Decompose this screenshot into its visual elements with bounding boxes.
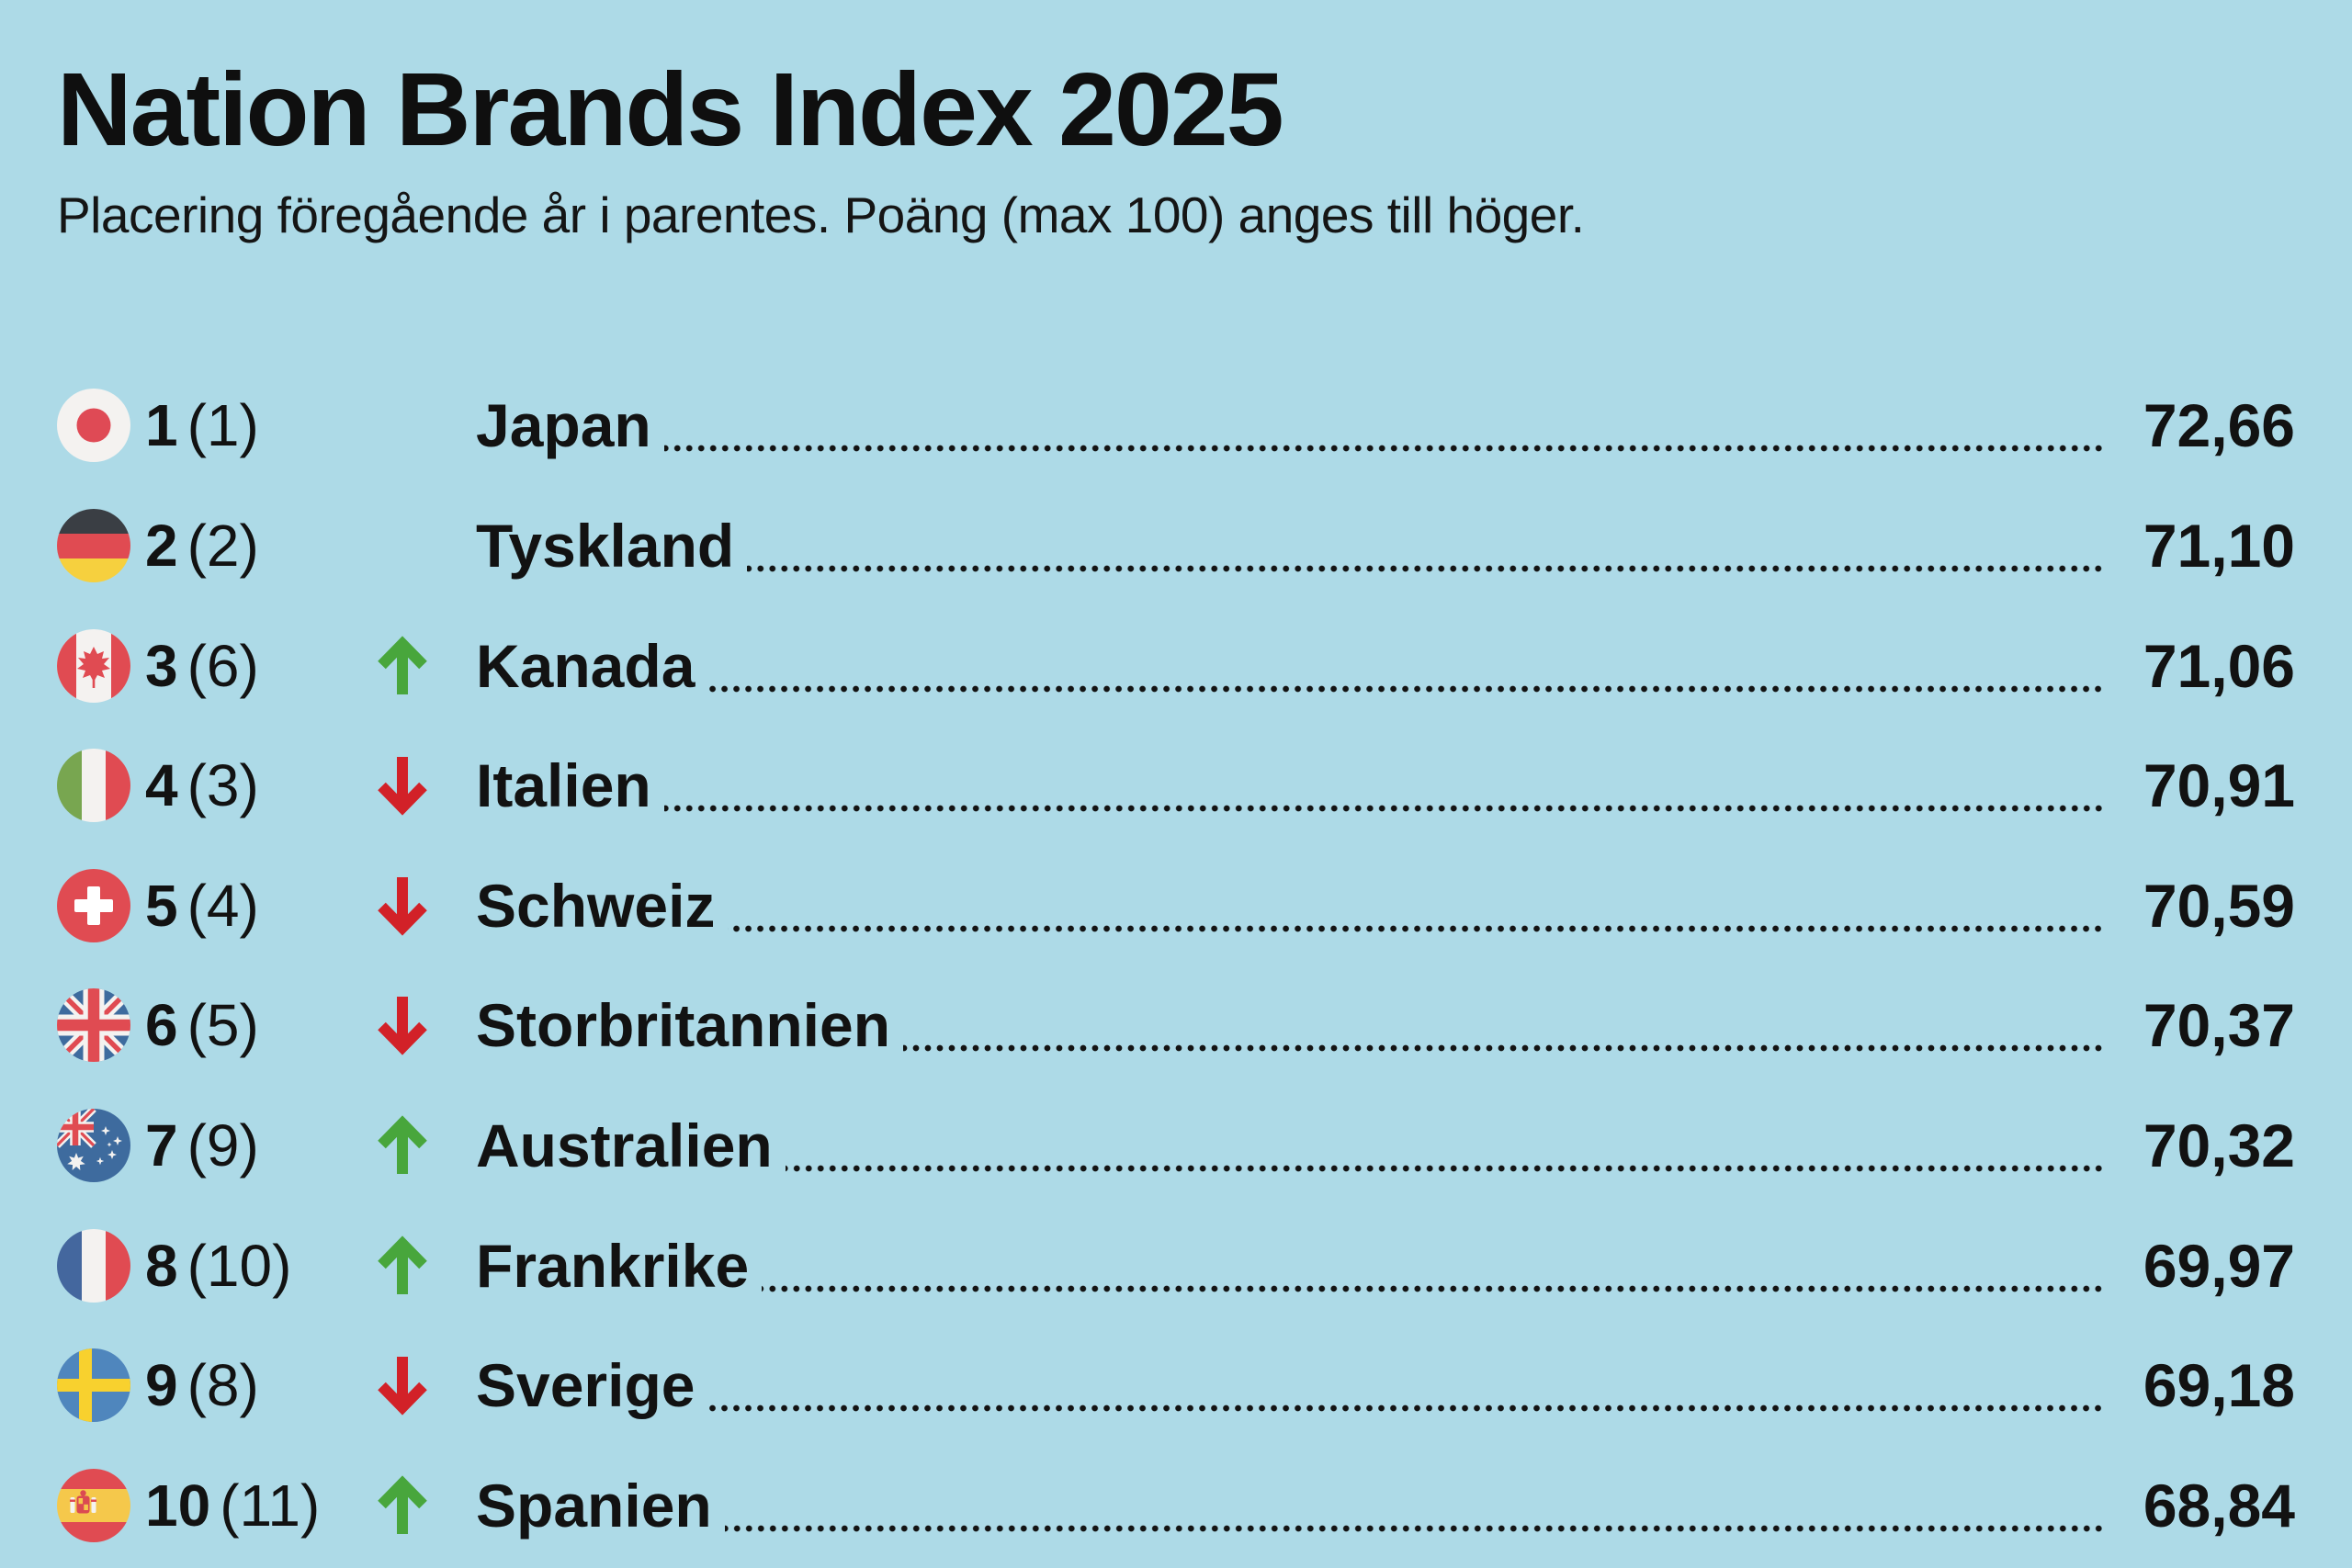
rank-cell: 1 (1) (145, 391, 377, 459)
score-value: 72,66 (2143, 391, 2295, 460)
trend-up-icon (377, 1115, 428, 1176)
country-name: Kanada (476, 631, 695, 700)
ranking-row: 7 (9) Australien 70,32 (57, 1086, 2295, 1206)
current-rank: 4 (145, 752, 178, 819)
flag-icon-sweden (57, 1348, 130, 1423)
flag-icon-spain (57, 1468, 130, 1542)
dotted-leader (785, 1164, 2107, 1172)
score-value: 68,84 (2143, 1471, 2295, 1540)
trend-none (377, 515, 428, 576)
dotted-leader (663, 445, 2107, 453)
current-rank: 9 (145, 1352, 178, 1419)
previous-rank: (8) (187, 1352, 259, 1419)
dotted-leader (903, 1044, 2107, 1053)
trend-none (377, 395, 428, 456)
ranking-row: 1 (1) Japan 72,66 (57, 366, 2295, 486)
current-rank: 7 (145, 1111, 178, 1179)
ranking-row: 9 (8) Sverige 69,18 (57, 1325, 2295, 1446)
rank-cell: 6 (5) (145, 991, 377, 1059)
dotted-leader (663, 805, 2107, 813)
current-rank: 6 (145, 992, 178, 1059)
current-rank: 2 (145, 512, 178, 579)
trend-up-icon (377, 1475, 428, 1536)
page-title: Nation Brands Index 2025 (57, 51, 1284, 167)
score-value: 71,10 (2143, 511, 2295, 580)
flag-icon-australia (57, 1108, 130, 1182)
trend-down-icon (377, 1355, 428, 1416)
previous-rank: (9) (187, 1111, 259, 1179)
country-name: Japan (476, 391, 651, 460)
country-name: Storbritannien (476, 991, 891, 1060)
flag-icon-uk (57, 988, 130, 1063)
dotted-leader (707, 1404, 2107, 1413)
flag-icon-germany (57, 508, 130, 582)
flag-icon-canada (57, 628, 130, 703)
rank-cell: 4 (3) (145, 751, 377, 819)
score-value: 69,18 (2143, 1351, 2295, 1420)
dotted-leader (728, 924, 2107, 932)
rank-cell: 9 (8) (145, 1351, 377, 1419)
previous-rank: (4) (187, 872, 259, 939)
previous-rank: (2) (187, 512, 259, 579)
rank-cell: 7 (9) (145, 1111, 377, 1179)
dotted-leader (707, 684, 2107, 693)
ranking-row: 6 (5) Storbritannien 70,37 (57, 965, 2295, 1086)
flag-icon-japan (57, 389, 130, 463)
country-name: Italien (476, 751, 651, 820)
dotted-leader (724, 1524, 2107, 1532)
previous-rank: (11) (220, 1472, 321, 1539)
score-value: 70,37 (2143, 991, 2295, 1060)
trend-down-icon (377, 995, 428, 1055)
ranking-row: 3 (6) Kanada 71,06 (57, 605, 2295, 726)
current-rank: 3 (145, 632, 178, 699)
current-rank: 5 (145, 872, 178, 939)
score-value: 70,32 (2143, 1111, 2295, 1179)
country-name: Tyskland (476, 511, 735, 580)
score-value: 71,06 (2143, 631, 2295, 700)
rank-cell: 10 (11) (145, 1472, 377, 1540)
previous-rank: (1) (187, 392, 259, 459)
trend-down-icon (377, 755, 428, 816)
previous-rank: (10) (187, 1232, 292, 1299)
current-rank: 10 (145, 1472, 211, 1539)
previous-rank: (6) (187, 632, 259, 699)
previous-rank: (5) (187, 992, 259, 1059)
flag-icon-france (57, 1228, 130, 1303)
score-value: 70,59 (2143, 871, 2295, 940)
rank-cell: 8 (10) (145, 1232, 377, 1300)
subtitle: Placering föregående år i parentes. Poän… (57, 186, 1585, 243)
flag-icon-italy (57, 749, 130, 823)
country-name: Spanien (476, 1471, 712, 1540)
ranking-row: 8 (10) Frankrike 69,97 (57, 1205, 2295, 1325)
dotted-leader (747, 564, 2107, 572)
previous-rank: (3) (187, 752, 259, 819)
rank-cell: 3 (6) (145, 632, 377, 700)
trend-up-icon (377, 1235, 428, 1296)
rank-cell: 2 (2) (145, 512, 377, 580)
ranking-list: 1 (1) Japan 72,66 2 (2) Tyskland 71,10 3… (57, 366, 2295, 1565)
ranking-row: 2 (2) Tyskland 71,10 (57, 486, 2295, 606)
current-rank: 1 (145, 392, 178, 459)
score-value: 70,91 (2143, 751, 2295, 820)
ranking-row: 5 (4) Schweiz 70,59 (57, 845, 2295, 965)
trend-down-icon (377, 875, 428, 936)
country-name: Schweiz (476, 871, 716, 940)
ranking-row: 10 (11) Spanien 68,84 (57, 1445, 2295, 1565)
current-rank: 8 (145, 1232, 178, 1299)
flag-icon-switzerland (57, 868, 130, 942)
rank-cell: 5 (4) (145, 872, 377, 940)
score-value: 69,97 (2143, 1231, 2295, 1300)
country-name: Australien (476, 1111, 773, 1179)
country-name: Sverige (476, 1351, 695, 1420)
trend-up-icon (377, 635, 428, 696)
dotted-leader (762, 1284, 2107, 1292)
ranking-row: 4 (3) Italien 70,91 (57, 726, 2295, 846)
country-name: Frankrike (476, 1231, 750, 1300)
